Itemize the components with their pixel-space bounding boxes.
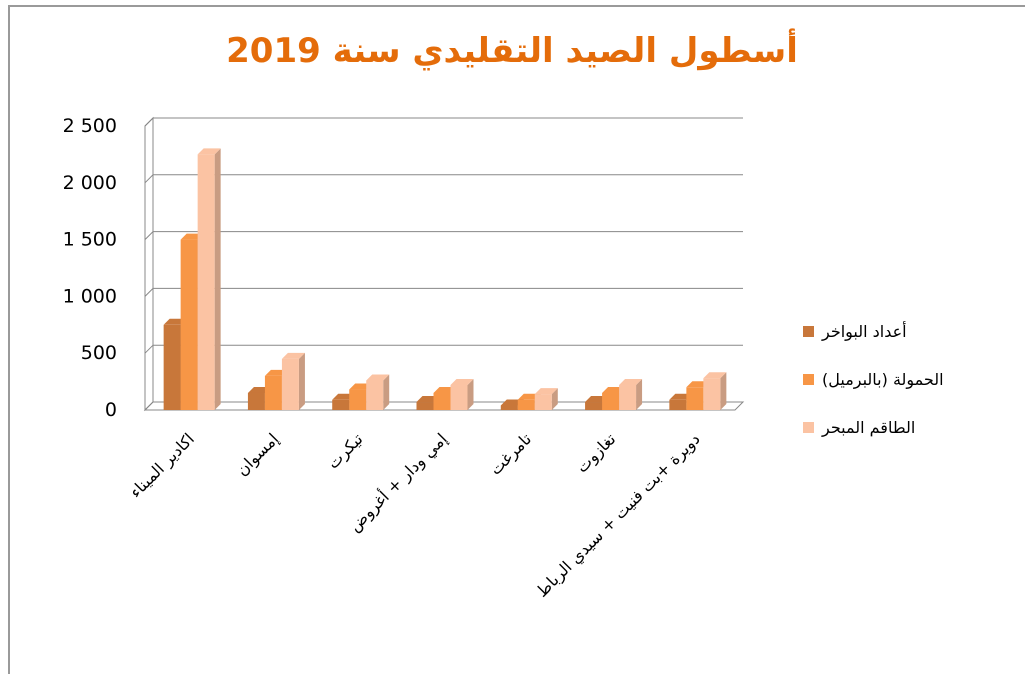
frame [8,5,1025,674]
bar [517,399,535,410]
grid-line [144,287,743,297]
bar-3d [281,352,305,410]
y-tick-label: 1 500 [63,229,117,251]
bar-side [636,379,643,410]
grid-line [144,344,743,354]
bar [349,389,367,410]
bar-top [703,372,727,379]
bar [197,154,215,410]
bar [534,394,552,410]
bar [585,402,603,410]
x-tick-label: دويرة +بت فنيت + سيدي الرباط [532,429,704,601]
x-tick-label: إمسوان [232,429,283,480]
bar-side [383,374,390,410]
bar-3d [366,374,390,410]
bar-3d [619,379,643,410]
grid-line [144,174,743,184]
grid-line [144,231,743,240]
bar-top [366,374,390,381]
bar [669,399,687,410]
legend-swatch [803,374,814,385]
legend-label: الطاقم المبحر [821,418,915,438]
bar-top [281,352,305,359]
y-tick-label: 0 [105,399,117,421]
bar [247,392,265,410]
bar [686,387,704,410]
x-tick-label: تامرغت [486,429,536,479]
legend-swatch [803,422,814,433]
bar-top [619,379,643,386]
bar [366,380,384,410]
bar [264,375,282,410]
bar-side [214,148,221,410]
bar [180,239,198,410]
bar-side [298,352,305,410]
x-tick-label: تيكرت [323,429,367,473]
x-tick-label: تغازوت [572,429,620,477]
bar-top [534,388,558,395]
y-tick-label: 1 000 [63,285,117,307]
legend-swatch [803,326,814,337]
chart-title: أسطول الصيد التقليدي سنة 2019 [226,28,798,71]
bar-3d [450,379,474,410]
bar-top [450,379,474,386]
grid-line [144,117,743,127]
bar-3d [197,148,221,410]
bar [281,358,299,410]
bar [416,402,434,410]
legend-label: أعداد البواخر [821,321,907,342]
legend-label: الحمولة (بالبرميل) [822,370,944,390]
x-tick-label: اكادير الميناء [126,429,199,502]
bar [703,378,721,410]
y-tick-label: 500 [81,342,117,364]
bar-top [197,148,221,155]
bar [163,324,181,410]
y-tick-label: 2 000 [63,172,117,194]
bar [619,385,637,410]
bar-3d [534,388,558,410]
bar [450,385,468,410]
bar-side [720,372,727,410]
side-wall [144,116,154,412]
bar [433,392,451,410]
y-tick-label: 2 500 [63,115,117,137]
bar-3d [703,372,727,410]
bar [500,405,518,410]
bar [602,392,620,410]
bar-side [551,388,558,410]
bar [332,399,350,410]
bar-side [467,379,474,410]
